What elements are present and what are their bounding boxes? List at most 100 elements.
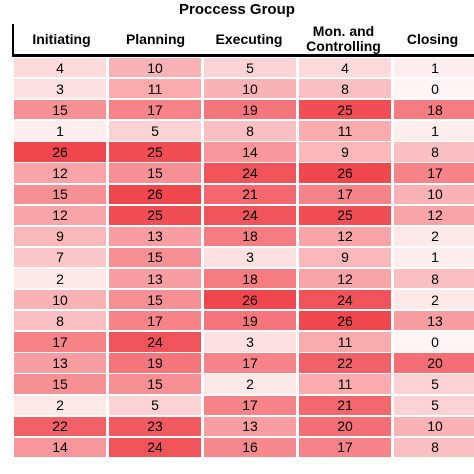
table-cell: 2: [204, 374, 296, 394]
table-cell: 24: [109, 332, 201, 352]
table-cell: 19: [109, 353, 201, 373]
header-divider: [12, 54, 474, 57]
table-cell: 15: [109, 374, 201, 394]
table-cell: 25: [299, 100, 391, 120]
table-cell: 11: [109, 79, 201, 99]
table-cell: 10: [394, 416, 474, 436]
table-cell: 18: [204, 226, 296, 247]
table-cell: 4: [299, 58, 391, 78]
table-cell: 25: [109, 142, 201, 162]
header-left-border: [12, 24, 14, 56]
table-cell: 13: [14, 353, 106, 373]
table-cell: 15: [14, 184, 106, 204]
column-header: Closing: [406, 30, 459, 47]
table-cell: 7: [14, 247, 106, 268]
table-cell: 21: [299, 395, 391, 415]
table-cell: 2: [14, 268, 106, 289]
table-cell: 11: [299, 332, 391, 352]
table-cell: 2: [394, 226, 474, 247]
table-cell: 19: [204, 311, 296, 331]
table-cell: 14: [204, 142, 296, 162]
table-cell: 22: [14, 416, 106, 436]
table-cell: 9: [299, 247, 391, 268]
table-cell: 18: [204, 268, 296, 289]
table-cell: 15: [109, 247, 201, 268]
table-cell: 3: [14, 79, 106, 99]
table-cell: 2: [14, 395, 106, 415]
table-cell: 12: [14, 205, 106, 225]
table-cell: 3: [204, 247, 296, 268]
heatmap-table-body: 4 10 5 4 1 3 11 10 8 0 15 17 19 25 18 1 5 8 11 1 26 25 14 9 8 12 1…: [14, 58, 474, 474]
table-cell: 8: [394, 142, 474, 162]
table-cell: 25: [299, 205, 391, 225]
table-cell: 0: [394, 332, 474, 352]
table-cell: 1: [394, 247, 474, 268]
table-header: Initiating Planning Executing Mon. and Contr…: [14, 24, 474, 54]
table-cell: 15: [14, 100, 106, 120]
table-cell: 17: [109, 100, 201, 120]
table-cell: 10: [109, 58, 201, 78]
table-cell: 17: [109, 311, 201, 331]
table-cell: 10: [394, 184, 474, 204]
table-cell: 8: [204, 121, 296, 141]
table-cell: 25: [109, 205, 201, 225]
table-cell: 1: [14, 121, 106, 141]
table-cell: 13: [204, 416, 296, 436]
table-cell: 13: [109, 226, 201, 247]
table-cell: 26: [299, 311, 391, 331]
table-cell: 8: [394, 268, 474, 289]
table-cell: 14: [14, 437, 106, 457]
table-cell: 17: [14, 332, 106, 352]
table-cell: 16: [204, 437, 296, 457]
table-cell: 15: [14, 374, 106, 394]
table-cell: 17: [299, 184, 391, 204]
table-cell: 8: [394, 437, 474, 457]
table-cell: 12: [394, 205, 474, 225]
table-cell: 15: [109, 290, 201, 310]
table-cell: 9: [299, 142, 391, 162]
table-cell: 24: [204, 163, 296, 183]
table-cell: 22: [299, 353, 391, 373]
table-cell: 21: [204, 184, 296, 204]
table-cell: 24: [109, 437, 201, 457]
table-cell: 9: [14, 226, 106, 247]
table-cell: 5: [109, 395, 201, 415]
column-header: Initiating: [32, 30, 91, 47]
table-cell: 26: [14, 142, 106, 162]
table-cell: 17: [299, 437, 391, 457]
table-cell: 12: [14, 163, 106, 183]
table-cell: 5: [394, 395, 474, 415]
table-cell: 12: [299, 226, 391, 247]
table-cell: 26: [299, 163, 391, 183]
table-cell: 24: [299, 290, 391, 310]
column-header: Executing: [215, 30, 283, 47]
table-cell: 20: [394, 353, 474, 373]
table-cell: 19: [204, 100, 296, 120]
table-cell: 0: [394, 79, 474, 99]
table-cell: 2: [394, 290, 474, 310]
table-cell: 24: [204, 205, 296, 225]
table-cell: 17: [394, 163, 474, 183]
table-cell: 5: [109, 121, 201, 141]
table-cell: 26: [109, 184, 201, 204]
table-cell: 1: [394, 121, 474, 141]
table-cell: 20: [299, 416, 391, 436]
table-cell: 13: [109, 268, 201, 289]
table-cell: 4: [14, 58, 106, 78]
table-cell: 3: [204, 332, 296, 352]
table-cell: 8: [14, 311, 106, 331]
column-header: Mon. and Controlling: [306, 23, 381, 54]
table-cell: 17: [204, 395, 296, 415]
table-cell: 5: [394, 374, 474, 394]
table-cell: 5: [204, 58, 296, 78]
table-cell: 26: [204, 290, 296, 310]
table-cell: 12: [299, 268, 391, 289]
table-cell: 11: [299, 121, 391, 141]
table-cell: 10: [204, 79, 296, 99]
table-cell: 18: [394, 100, 474, 120]
table-cell: 17: [204, 353, 296, 373]
table-cell: 8: [299, 79, 391, 99]
table-cell: 10: [14, 290, 106, 310]
table-title: Proccess Group: [179, 1, 295, 18]
table-cell: 1: [394, 58, 474, 78]
